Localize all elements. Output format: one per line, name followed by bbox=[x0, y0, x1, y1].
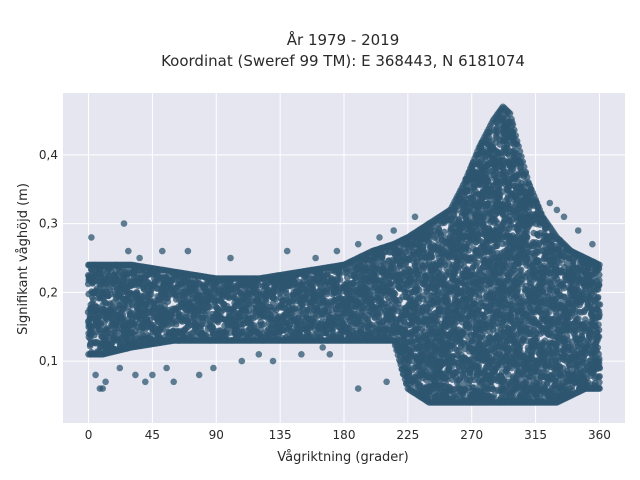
data-point bbox=[336, 276, 344, 284]
chart-title: År 1979 - 2019 bbox=[287, 30, 400, 49]
data-point bbox=[119, 311, 127, 318]
data-point bbox=[172, 321, 180, 328]
data-point bbox=[473, 259, 481, 267]
data-point bbox=[416, 286, 423, 294]
chart-subtitle: Koordinat (Sweref 99 TM): E 368443, N 61… bbox=[161, 52, 525, 70]
data-point bbox=[164, 298, 172, 306]
data-point bbox=[391, 290, 399, 298]
data-point bbox=[441, 228, 448, 236]
data-points bbox=[84, 103, 604, 406]
